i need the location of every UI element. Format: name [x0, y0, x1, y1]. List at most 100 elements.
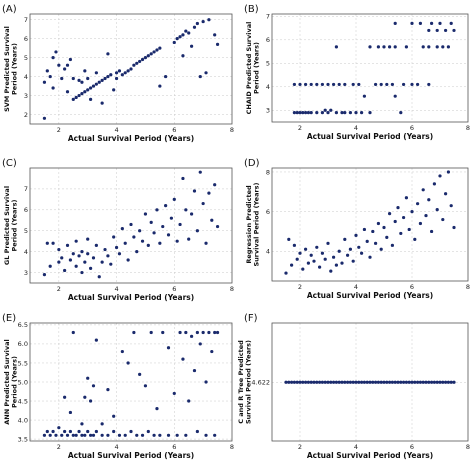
data-point: [120, 349, 124, 354]
data-point: [421, 188, 425, 192]
data-point: [77, 429, 81, 434]
data-point: [396, 206, 400, 210]
y-tick-label: 3: [266, 107, 270, 115]
data-point: [94, 243, 98, 247]
x-tick-label: 6: [410, 283, 414, 291]
x-axis-label: Actual Survival Period (Years): [307, 451, 433, 460]
y-tick-label: 5: [266, 60, 270, 68]
data-point: [452, 225, 456, 230]
data-point: [97, 275, 101, 279]
data-point: [77, 93, 81, 98]
y-axis-label-line: Period (Years): [253, 42, 261, 94]
data-point: [438, 21, 442, 25]
data-point: [343, 237, 347, 241]
data-point: [138, 59, 142, 64]
data-point: [382, 380, 386, 384]
data-point: [152, 50, 156, 54]
data-point: [129, 222, 133, 227]
data-point: [181, 54, 185, 58]
data-point: [138, 372, 142, 376]
data-point: [161, 330, 165, 335]
data-point: [332, 82, 336, 87]
data-point: [446, 45, 450, 49]
data-point: [404, 45, 408, 49]
data-point: [416, 380, 420, 384]
data-point: [298, 111, 302, 115]
data-point: [60, 256, 64, 260]
data-point: [368, 380, 372, 384]
data-point: [435, 208, 439, 212]
data-point: [399, 231, 403, 236]
data-point: [315, 111, 319, 115]
plot-frame: [29, 13, 233, 125]
y-axis-label-line: ANN Predicted Survival: [3, 339, 11, 425]
data-point: [362, 227, 366, 232]
y-tick-label: 2: [24, 111, 28, 119]
data-point: [390, 243, 394, 247]
data-point: [201, 330, 205, 335]
x-axis-label: Actual Survival Period (Years): [68, 293, 194, 302]
data-point: [340, 111, 344, 115]
data-point: [166, 346, 171, 350]
data-point: [57, 63, 61, 67]
data-point: [374, 82, 378, 87]
y-tick-label: 7: [24, 16, 28, 24]
data-point: [213, 433, 217, 437]
data-point: [329, 269, 333, 273]
data-point: [390, 82, 394, 87]
data-point: [435, 380, 439, 384]
data-point: [132, 330, 136, 335]
data-point: [155, 48, 159, 52]
y-tick-label: 4: [266, 248, 270, 256]
data-point: [421, 45, 425, 49]
y-tick-label: 4: [24, 73, 28, 81]
data-point: [351, 380, 355, 384]
y-tick-label: 5: [24, 227, 28, 235]
data-point: [362, 94, 366, 98]
data-point: [362, 380, 366, 384]
data-point: [318, 265, 322, 269]
x-tick-label: 8: [466, 443, 470, 451]
data-point: [51, 86, 55, 90]
data-point: [74, 239, 78, 243]
panel-label: (B): [244, 4, 259, 15]
data-point: [175, 433, 179, 437]
data-point: [427, 82, 431, 87]
data-point: [86, 237, 90, 241]
x-tick-label: 2: [57, 285, 61, 293]
data-point: [326, 82, 330, 87]
y-tick-label: 4: [24, 248, 28, 256]
data-point: [376, 380, 380, 384]
data-point: [343, 111, 347, 115]
data-point: [135, 61, 139, 65]
data-point: [86, 76, 90, 81]
x-axis-label: Actual Survival Period (Years): [68, 134, 194, 143]
data-point: [158, 46, 162, 50]
y-tick-label: 4.5: [18, 397, 28, 405]
data-point: [158, 84, 162, 88]
data-point: [187, 399, 191, 403]
data-point: [416, 202, 420, 206]
data-point: [371, 380, 375, 384]
data-point: [68, 57, 72, 62]
y-axis-label-line: Regression Predicted: [245, 185, 253, 264]
y-tick-label: 6.0: [18, 340, 28, 348]
data-point: [298, 251, 302, 255]
data-point: [215, 42, 220, 46]
data-point: [379, 82, 383, 87]
data-point: [42, 273, 47, 277]
y-axis-label-line: SVM Predicted Survival: [3, 26, 11, 112]
data-point: [323, 257, 327, 261]
data-point: [135, 250, 139, 254]
data-point: [407, 227, 411, 232]
data-point: [149, 52, 153, 56]
data-point: [146, 54, 150, 58]
data-point: [430, 21, 434, 25]
y-tick-label: 5.0: [18, 378, 28, 386]
data-point: [184, 433, 188, 437]
data-point: [184, 330, 188, 335]
y-tick-label: 6: [266, 208, 270, 216]
data-point: [295, 257, 299, 261]
data-point: [80, 92, 84, 96]
